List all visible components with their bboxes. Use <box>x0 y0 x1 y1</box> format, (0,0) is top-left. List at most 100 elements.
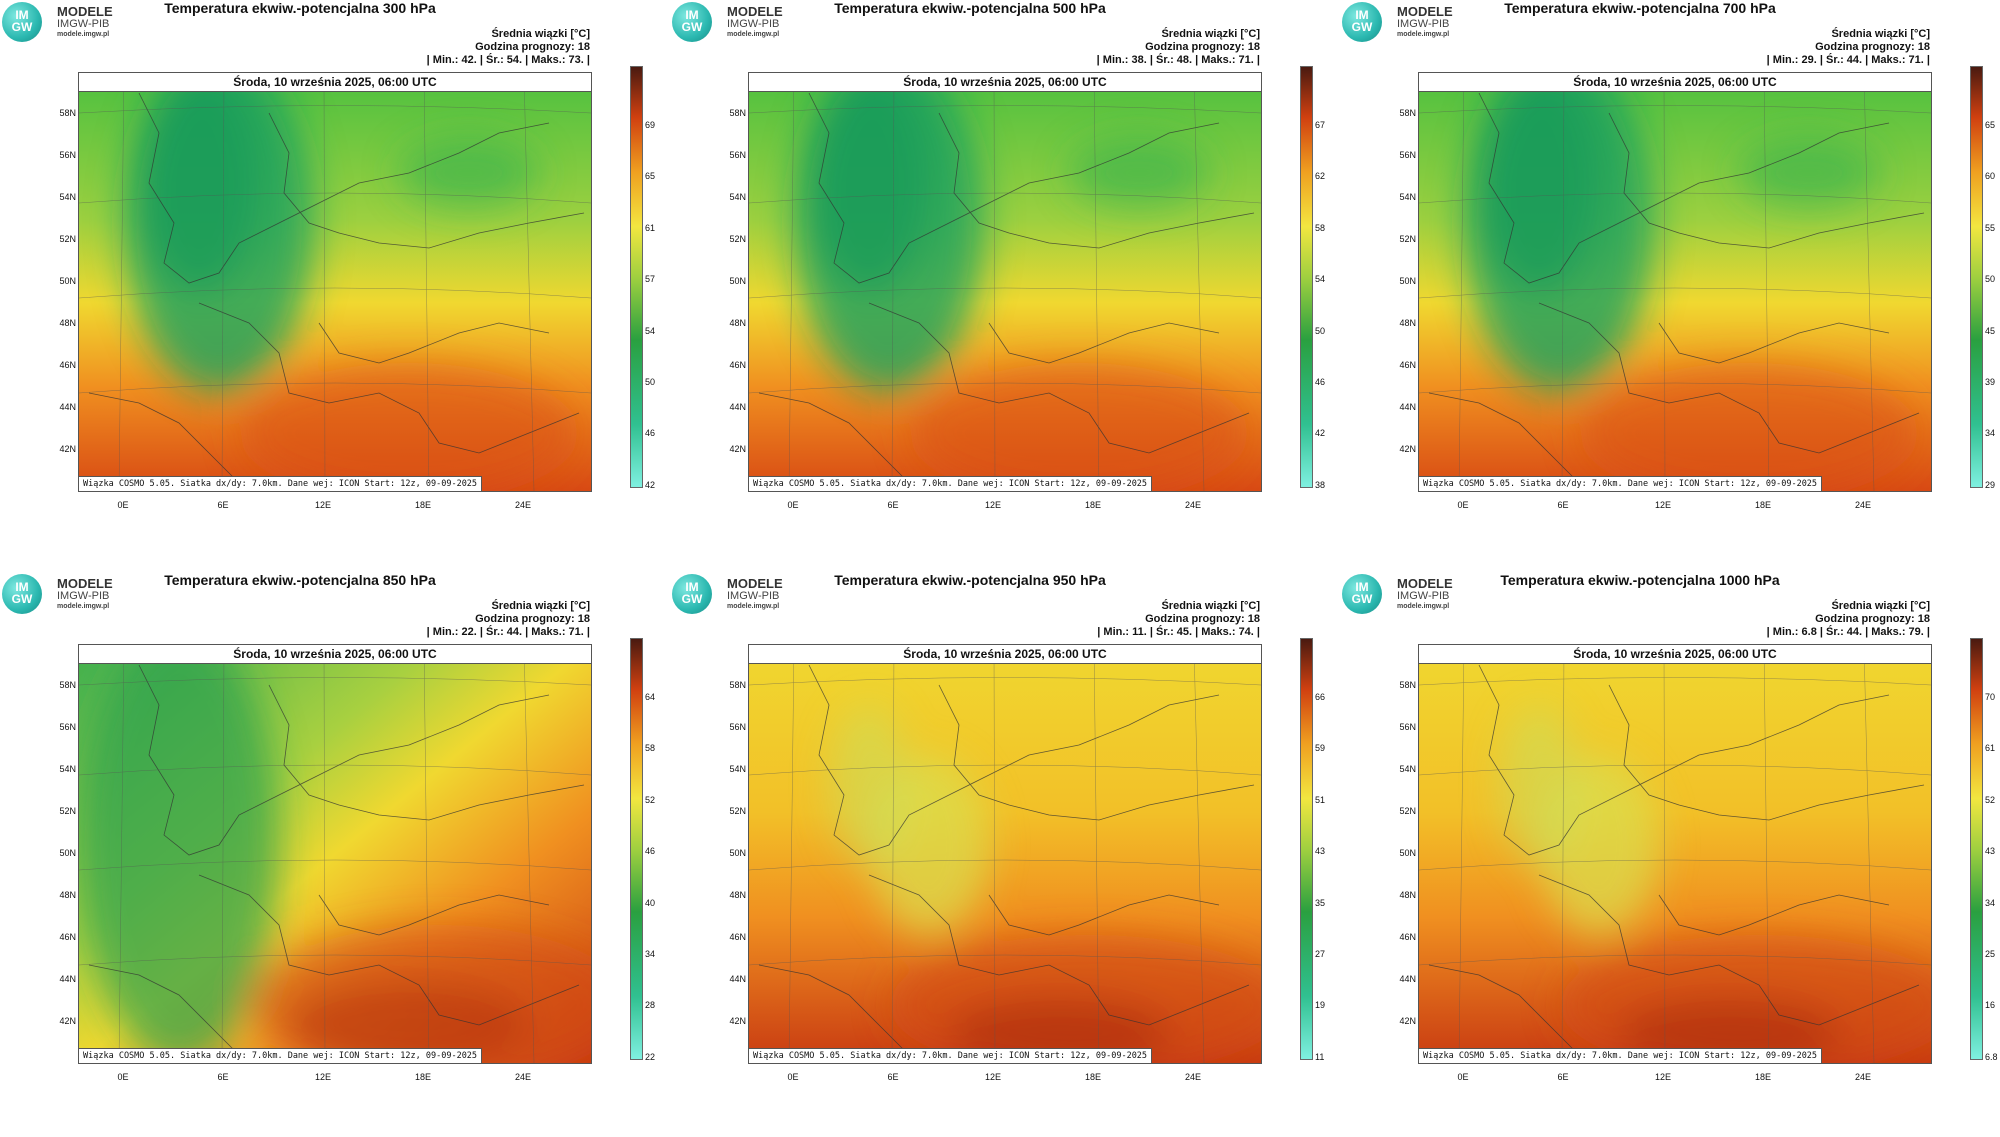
colorbar-label: 65 <box>645 171 656 182</box>
panel-title: Temperatura ekwiw.-potencjalna 300 hPa <box>164 0 436 16</box>
lat-label: 52N <box>59 806 76 816</box>
lon-label: 24E <box>514 1072 531 1082</box>
map-area: Środa, 10 września 2025, 06:00 UTC Wiązk… <box>78 644 592 1064</box>
colorbar-label: 34 <box>645 949 656 959</box>
lat-label: 54N <box>59 764 76 774</box>
colorbar-label: 57 <box>645 274 656 285</box>
map-date: Środa, 10 września 2025, 06:00 UTC <box>1419 73 1931 92</box>
lat-label: 46N <box>1399 932 1416 942</box>
logo-org: IMGW-PIB <box>57 590 110 602</box>
map-footer: Wiązka COSMO 5.05. Siatka dx/dy: 7.0km. … <box>749 476 1153 491</box>
colorbar-label: 52 <box>1985 794 1996 805</box>
logo-circle-icon <box>1342 574 1382 614</box>
panel-stats: Średnia wiązki [°C] Godzina prognozy: 18… <box>1766 600 1930 638</box>
map-panel: IM GW MODELE IMGW-PIB modele.imgw.pl Temp… <box>1340 572 2000 1132</box>
lon-label: 18E <box>1084 500 1101 510</box>
colorbar <box>1300 638 1313 1060</box>
colorbar-label: 67 <box>1315 120 1326 130</box>
lat-label: 56N <box>1399 150 1416 160</box>
lat-label: 50N <box>729 276 746 286</box>
colorbar-label: 22 <box>645 1051 656 1062</box>
lat-label: 46N <box>1399 360 1416 370</box>
colorbar-label: 29 <box>1985 479 1996 490</box>
colorbar-label: 42 <box>1315 428 1326 439</box>
lat-label: 58N <box>729 680 746 690</box>
colorbar-label: 70 <box>1985 692 1996 702</box>
lon-label: 24E <box>514 500 531 510</box>
colorbar-label: 58 <box>1315 222 1326 233</box>
colorbar-label: 34 <box>1985 428 1996 439</box>
panel-title: Temperatura ekwiw.-potencjalna 700 hPa <box>1504 0 1776 16</box>
lon-label: 6E <box>217 500 229 510</box>
lat-label: 46N <box>729 360 746 370</box>
colorbar-label: 42 <box>645 479 656 490</box>
panel-title: Temperatura ekwiw.-potencjalna 850 hPa <box>164 572 436 588</box>
colorbar-label: 28 <box>645 1000 656 1011</box>
logo-org: IMGW-PIB <box>1397 18 1450 30</box>
map-date: Środa, 10 września 2025, 06:00 UTC <box>1419 645 1931 664</box>
colorbar-label: 50 <box>1985 274 1996 285</box>
lon-label: 0E <box>117 500 129 510</box>
logo-circle-icon <box>2 2 42 42</box>
colorbar-label: 46 <box>645 846 656 857</box>
colorbar-label: 25 <box>1985 949 1996 959</box>
lat-label: 46N <box>729 932 746 942</box>
lat-label: 52N <box>59 234 76 244</box>
lat-label: 54N <box>729 764 746 774</box>
lat-label: 50N <box>1399 848 1416 858</box>
map-area: Środa, 10 września 2025, 06:00 UTC Wiązk… <box>1418 72 1932 492</box>
colorbar-label: 38 <box>1315 479 1326 490</box>
lat-label: 42N <box>1399 444 1416 454</box>
panel-stats: Średnia wiązki [°C] Godzina prognozy: 18… <box>1096 28 1260 66</box>
logo-circle-icon <box>2 574 42 614</box>
colorbar-label: 58 <box>645 743 656 754</box>
map-area: Środa, 10 września 2025, 06:00 UTC Wiązk… <box>748 644 1262 1064</box>
colorbar-label: 45 <box>1985 325 1996 336</box>
map-footer: Wiązka COSMO 5.05. Siatka dx/dy: 7.0km. … <box>79 476 483 491</box>
lon-label: 12E <box>1654 1072 1671 1082</box>
colorbar-label: 46 <box>645 428 656 439</box>
lat-label: 50N <box>59 848 76 858</box>
lat-label: 54N <box>59 192 76 202</box>
lat-label: 48N <box>59 890 76 900</box>
lat-label: 42N <box>729 444 746 454</box>
lon-label: 18E <box>1754 500 1771 510</box>
lon-label: 12E <box>1654 500 1671 510</box>
logo-url: modele.imgw.pl <box>1397 603 1450 610</box>
imgw-logo: IM GW MODELE IMGW-PIB modele.imgw.pl <box>2 2 162 46</box>
lon-label: 12E <box>314 1072 331 1082</box>
colorbar-label: 69 <box>645 120 656 130</box>
colorbar-label: 39 <box>1985 377 1996 387</box>
lat-label: 58N <box>59 108 76 118</box>
logo-org: IMGW-PIB <box>1397 590 1450 602</box>
lat-label: 56N <box>729 722 746 732</box>
lon-label: 12E <box>984 500 1001 510</box>
lat-label: 52N <box>729 234 746 244</box>
lat-label: 44N <box>59 402 76 412</box>
map-panel: IM GW MODELE IMGW-PIB modele.imgw.pl Temp… <box>670 572 1330 1132</box>
lon-label: 6E <box>1557 1072 1569 1082</box>
lat-label: 44N <box>59 974 76 984</box>
lat-label: 42N <box>59 1016 76 1026</box>
lat-label: 48N <box>729 318 746 328</box>
lat-label: 44N <box>1399 402 1416 412</box>
colorbar-label: 16 <box>1985 1000 1996 1011</box>
colorbar-label: 43 <box>1985 846 1996 857</box>
map-footer: Wiązka COSMO 5.05. Siatka dx/dy: 7.0km. … <box>749 1048 1153 1063</box>
colorbar-label: 43 <box>1315 846 1326 857</box>
lon-label: 24E <box>1854 500 1871 510</box>
logo-brand: MODELE <box>57 4 113 19</box>
map-panel: IM GW MODELE IMGW-PIB modele.imgw.pl Temp… <box>0 572 660 1132</box>
imgw-logo: IM GW MODELE IMGW-PIB modele.imgw.pl <box>1342 574 1502 618</box>
logo-brand: MODELE <box>1397 576 1453 591</box>
lat-label: 48N <box>1399 318 1416 328</box>
logo-url: modele.imgw.pl <box>57 603 110 610</box>
logo-brand: MODELE <box>1397 4 1453 19</box>
panel-stats: Średnia wiązki [°C] Godzina prognozy: 18… <box>426 28 590 66</box>
colorbar-label: 11 <box>1315 1051 1325 1062</box>
lon-label: 6E <box>1557 500 1569 510</box>
lon-label: 0E <box>787 500 799 510</box>
lat-label: 56N <box>729 150 746 160</box>
colorbar-label: 64 <box>645 692 656 702</box>
colorbar-label: 62 <box>1315 171 1326 182</box>
